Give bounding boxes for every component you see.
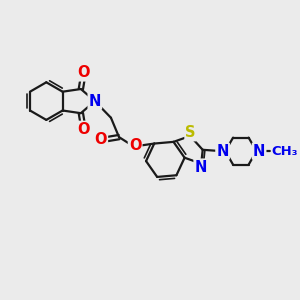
Text: O: O [77, 122, 90, 137]
Text: N: N [194, 160, 207, 175]
Text: N: N [253, 144, 265, 159]
Text: O: O [94, 132, 107, 147]
Text: O: O [129, 138, 141, 153]
Text: S: S [185, 125, 196, 140]
Text: CH₃: CH₃ [272, 145, 298, 158]
Text: N: N [216, 144, 229, 159]
Text: N: N [88, 94, 101, 109]
Text: O: O [77, 65, 90, 80]
